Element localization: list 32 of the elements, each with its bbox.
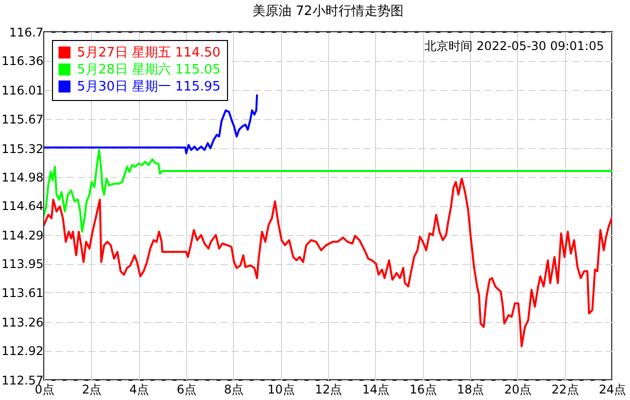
x-tick-label: 22点 (552, 382, 579, 396)
line-series (44, 94, 258, 154)
x-tick-label: 10点 (268, 382, 295, 396)
legend-label: 5月27日 星期五 114.50 (77, 46, 221, 60)
y-tick-label: 114.64 (2, 199, 44, 214)
y-tick-label: 116.36 (2, 54, 44, 68)
line-series (44, 178, 612, 348)
x-tick-label: 24点 (598, 382, 626, 396)
y-tick-label: 112.92 (2, 344, 44, 358)
line-series (44, 148, 612, 233)
x-tick-label: 2点 (82, 382, 102, 396)
y-tick-label: 115.32 (2, 142, 44, 156)
legend-label: 5月28日 星期六 115.05 (77, 62, 221, 78)
chart-title: 美原油 72小时行情走势图 (252, 3, 404, 19)
y-tick-label: 116.7 (9, 26, 44, 40)
y-tick-label: 113.61 (2, 286, 44, 300)
x-tick-label: 8点 (224, 382, 244, 396)
x-tick-label: 14点 (362, 382, 390, 396)
legend-label: 5月30日 星期一 115.95 (77, 80, 221, 94)
x-tick-label: 6点 (176, 382, 196, 396)
y-tick-label: 115.67 (2, 112, 44, 126)
y-tick-label: 113.95 (2, 257, 44, 272)
x-tick-label: 4点 (129, 382, 149, 396)
y-tick-label: 113.26 (2, 315, 44, 330)
x-tick-label: 18点 (456, 382, 484, 396)
x-tick-label: 12点 (314, 382, 342, 396)
y-tick-label: 116.01 (2, 84, 44, 98)
x-tick-label: 20点 (504, 382, 532, 396)
y-tick-label: 114.98 (2, 170, 44, 184)
x-tick-label: 16点 (410, 382, 437, 396)
annotation: 北京时间 2022-05-30 09:01:05 (424, 39, 604, 53)
y-tick-label: 114.29 (2, 228, 44, 243)
